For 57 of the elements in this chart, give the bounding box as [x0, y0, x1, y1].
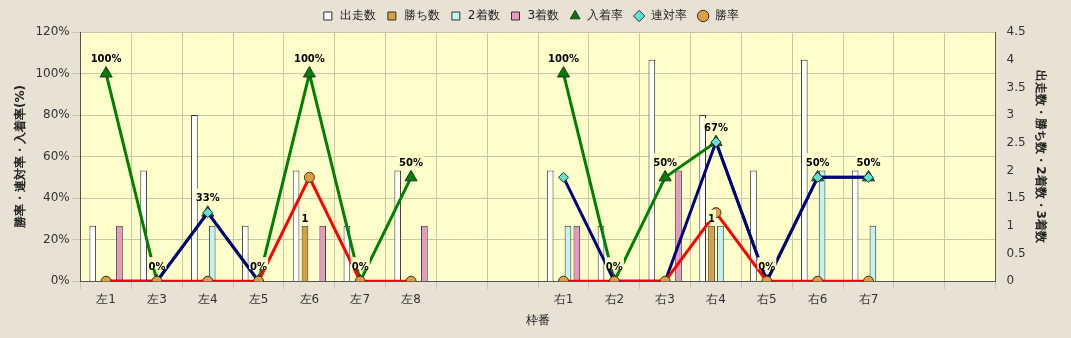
- y2-tick-label: 0: [1006, 273, 1015, 288]
- legend-label: 3着数: [527, 8, 560, 23]
- y-tick-label: 100%: [35, 65, 70, 80]
- legend-label: 勝ち数: [403, 8, 440, 23]
- x-tick-label: 右1: [553, 291, 574, 306]
- data-label: 1: [708, 213, 716, 225]
- data-label: 100%: [293, 53, 325, 65]
- data-label: 0%: [148, 260, 166, 272]
- x-tick-label: 右4: [706, 291, 726, 306]
- x-tick-label: 左6: [299, 291, 320, 306]
- x-tick-label: 左8: [401, 291, 421, 306]
- y-axis-title: 勝率・連対率・入着率(%): [13, 85, 28, 230]
- legend-label: 2着数: [467, 8, 500, 23]
- legend-label: 連対率: [651, 8, 688, 23]
- y-tick-label: 20%: [43, 231, 70, 246]
- data-label: 0%: [758, 260, 776, 272]
- y2-tick-label: 1: [1006, 217, 1015, 232]
- y2-tick-label: 0.5: [1006, 245, 1026, 260]
- data-label: 33%: [195, 192, 220, 204]
- y2-tick-label: 3: [1006, 107, 1015, 122]
- x-tick-label: 右7: [858, 291, 879, 306]
- data-label: 1: [301, 213, 309, 225]
- data-label: 0%: [605, 260, 623, 272]
- data-label: 0%: [250, 260, 268, 272]
- data-label: 50%: [653, 156, 678, 168]
- y-tick-label: 80%: [43, 107, 70, 122]
- legend-label: 出走数: [339, 8, 376, 23]
- x-tick-label: 左7: [350, 291, 371, 306]
- x-tick-label: 右5: [756, 291, 777, 306]
- y2-tick-label: 1.5: [1006, 190, 1026, 205]
- data-label: 50%: [399, 156, 424, 168]
- y2-tick-label: 4.5: [1006, 24, 1026, 39]
- x-tick-label: 右3: [655, 291, 675, 306]
- y2-tick-label: 4: [1006, 51, 1015, 66]
- y-tick-label: 0%: [50, 273, 70, 288]
- x-tick-label: 左1: [96, 291, 116, 306]
- data-label: 100%: [90, 53, 122, 65]
- y-tick-label: 40%: [43, 190, 70, 205]
- y2-axis-title: 出走数・勝ち数・2着数・3着数: [1033, 70, 1048, 244]
- y2-tick-label: 2.5: [1006, 134, 1026, 149]
- data-label: 0%: [351, 260, 369, 272]
- x-axis-title: 枠番: [525, 312, 551, 327]
- legend-label: 入着率: [587, 8, 624, 23]
- x-tick-label: 左5: [248, 291, 269, 306]
- data-label: 50%: [805, 156, 830, 168]
- y-tick-label: 60%: [43, 148, 70, 163]
- y2-tick-label: 2: [1006, 162, 1015, 177]
- x-tick-label: 左3: [147, 291, 167, 306]
- x-tick-label: 右6: [807, 291, 828, 306]
- legend-label: 勝率: [715, 8, 740, 23]
- x-tick-label: 右2: [604, 291, 625, 306]
- x-tick-label: 左4: [197, 291, 218, 306]
- data-label: 50%: [856, 156, 881, 168]
- y2-tick-label: 3.5: [1006, 79, 1026, 94]
- data-label: 100%: [548, 53, 579, 65]
- data-label: 67%: [704, 121, 728, 133]
- y-tick-label: 120%: [35, 24, 70, 39]
